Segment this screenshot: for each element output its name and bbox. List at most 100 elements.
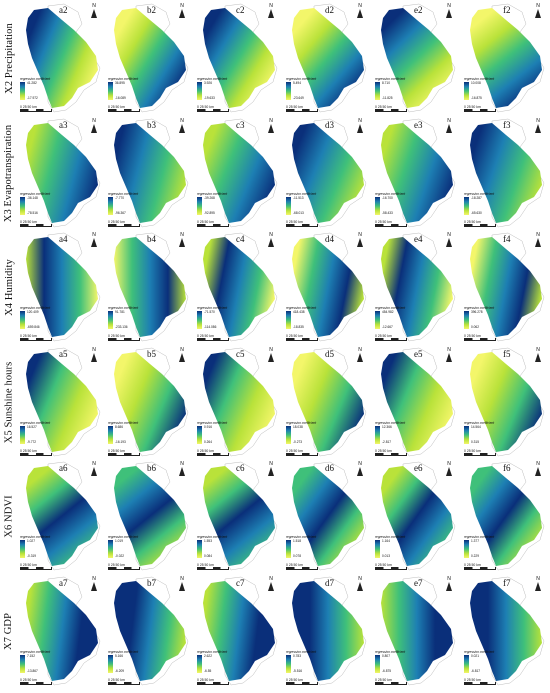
- legend-colorbar: [197, 82, 202, 100]
- legend-colorbar: [197, 655, 202, 673]
- regression-map-b7: [114, 576, 189, 686]
- basin-outline: [402, 347, 456, 457]
- scale-bar: 0 25 50 km: [108, 563, 140, 570]
- legend-colorbar: [20, 655, 25, 673]
- basin-outline: [47, 347, 101, 457]
- legend-min: 0.264: [204, 440, 212, 444]
- legend: regression coefficient 1.164 0.013: [375, 535, 415, 561]
- panel-tag: c7: [236, 578, 245, 588]
- north-arrow-icon: N: [533, 577, 543, 591]
- basin-outline: [135, 576, 189, 686]
- row-label-2: X2 Precipitation: [0, 2, 18, 115]
- regression-map-e2: [381, 3, 456, 113]
- legend-title: regression coefficient: [20, 535, 51, 539]
- legend-max: 1.518: [293, 539, 301, 543]
- north-label: N: [447, 118, 451, 124]
- legend: regression coefficient -11.513 -68.013: [286, 192, 326, 218]
- scale-label: 0 25 50 km: [464, 563, 481, 567]
- north-label: N: [536, 3, 540, 9]
- panel-tag: f3: [503, 120, 511, 130]
- scale-label: 0 25 50 km: [464, 105, 481, 109]
- basin-outline: [224, 3, 278, 113]
- legend-max: 0.021: [471, 654, 479, 658]
- legend-max: 0.916: [204, 425, 212, 429]
- panel-tag: d2: [325, 5, 334, 15]
- legend: regression coefficient 454.982 -12.667: [375, 306, 415, 332]
- coefficient-surface: [114, 123, 186, 223]
- legend-title: regression coefficient: [20, 77, 51, 81]
- panel-tag: e3: [414, 120, 423, 130]
- basin-outline: [491, 347, 545, 457]
- basin-outline: [224, 347, 278, 457]
- legend: regression coefficient 10.008 -16.875: [464, 77, 504, 103]
- row-label-text: X5 Sunshine hours: [3, 361, 15, 444]
- coefficient-surface: [381, 8, 453, 108]
- legend-min: -12.667: [382, 325, 393, 329]
- north-arrow-icon: N: [177, 4, 187, 18]
- basin-outline: [47, 118, 101, 228]
- legend-min: -16.193: [115, 440, 126, 444]
- coefficient-surface: [114, 8, 186, 108]
- regression-map-d6: [292, 461, 367, 571]
- legend: regression coefficient -18.287 -65.630: [464, 192, 504, 218]
- basin-outline: [135, 3, 189, 113]
- legend-colorbar: [286, 82, 291, 100]
- legend-colorbar: [108, 311, 113, 329]
- legend-title: regression coefficient: [286, 192, 317, 196]
- legend-max: 1.377: [471, 539, 479, 543]
- legend-title: regression coefficient: [286, 306, 317, 310]
- legend: regression coefficient 8.710 -11.825: [375, 77, 415, 103]
- legend-min: 0.078: [293, 554, 301, 558]
- legend-title: regression coefficient: [464, 77, 495, 81]
- coefficient-surface: [203, 581, 275, 681]
- panel-tag: e2: [414, 5, 423, 15]
- regression-map-e5: [381, 347, 456, 457]
- panel-tag: d4: [325, 234, 334, 244]
- coefficient-surface: [114, 466, 186, 566]
- legend-title: regression coefficient: [375, 77, 406, 81]
- scale-label: 0 25 50 km: [375, 563, 392, 567]
- scale-bar: 0 25 50 km: [197, 105, 229, 112]
- legend-title: regression coefficient: [197, 77, 228, 81]
- regression-map-a7: [26, 576, 101, 686]
- scale-label: 0 25 50 km: [197, 563, 214, 567]
- north-arrow-icon: N: [355, 4, 365, 18]
- north-arrow-icon: N: [177, 233, 187, 247]
- panel-tag: a4: [59, 234, 68, 244]
- legend-title: regression coefficient: [197, 650, 228, 654]
- north-arrow-icon: N: [533, 462, 543, 476]
- legend-title: regression coefficient: [286, 77, 317, 81]
- legend-colorbar: [286, 197, 291, 215]
- panel-tag: a2: [59, 5, 68, 15]
- north-label: N: [358, 3, 362, 9]
- scale-label: 0 25 50 km: [197, 678, 214, 682]
- scale-bar: 0 25 50 km: [20, 220, 52, 227]
- legend-max: 1.553: [204, 539, 212, 543]
- regression-map-f7: [470, 576, 545, 686]
- basin-outline: [135, 232, 189, 342]
- north-arrow-icon: N: [266, 233, 276, 247]
- legend: regression coefficient 16.527 -9.772: [20, 421, 60, 447]
- basin-outline: [47, 576, 101, 686]
- regression-map-b6: [114, 461, 189, 571]
- scale-bar: 0 25 50 km: [197, 220, 229, 227]
- legend-min: -114.086: [204, 325, 217, 329]
- legend: regression coefficient -36.148 -78.516: [20, 192, 60, 218]
- legend-title: regression coefficient: [286, 421, 317, 425]
- basin-outline: [135, 347, 189, 457]
- row-label-text: X6 NDVI: [3, 495, 15, 538]
- north-label: N: [536, 347, 540, 353]
- regression-map-f5: [470, 347, 545, 457]
- legend-min: 0.084: [204, 554, 212, 558]
- legend: regression coefficient 5.494 -23.649: [286, 77, 326, 103]
- basin-outline: [135, 461, 189, 571]
- legend-colorbar: [375, 540, 380, 558]
- north-label: N: [447, 3, 451, 9]
